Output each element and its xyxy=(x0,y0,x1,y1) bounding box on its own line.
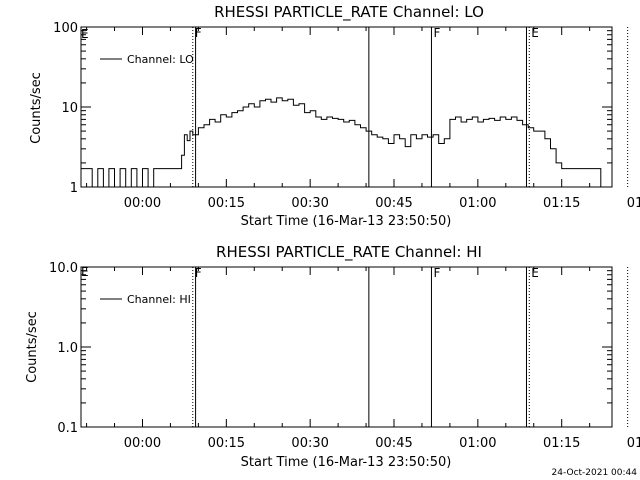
panel-lo-x-tick-label: 00:15 xyxy=(208,196,245,211)
panel-hi-event-marker-label: F xyxy=(195,266,202,280)
panel-lo-x-tick-label: 00:30 xyxy=(291,196,328,211)
panel-hi-y-axis-label: Counts/sec xyxy=(25,311,40,383)
panel-hi-x-tick-label: 01:00 xyxy=(459,436,496,451)
footer-timestamp: 24-Oct-2021 00:44 xyxy=(552,468,638,478)
panel-lo-x-tick-label: 01:15 xyxy=(543,196,580,211)
panel-hi-x-tick-label: 00:00 xyxy=(124,436,161,451)
panel-lo-x-tick-label: 00:45 xyxy=(375,196,412,211)
panel-hi-legend-label: Channel: HI xyxy=(127,293,191,306)
panel-hi-y-tick-label: 1.0 xyxy=(57,341,78,356)
panel-hi-y-tick-label: 10.0 xyxy=(49,261,78,276)
panel-hi-event-marker-label: F xyxy=(433,266,440,280)
panel-lo-x-tick-label: 01:30 xyxy=(627,196,640,211)
panel-hi: RHESSI PARTICLE_RATE Channel: HI Start T… xyxy=(25,243,640,470)
panel-hi-x-tick-label: 01:30 xyxy=(627,436,640,451)
panel-hi-x-tick-label: 01:15 xyxy=(543,436,580,451)
panel-hi-x-tick-label: 00:45 xyxy=(375,436,412,451)
panel-lo: RHESSI PARTICLE_RATE Channel: LO Start T… xyxy=(29,3,640,229)
panel-lo-x-tick-label: 01:00 xyxy=(459,196,496,211)
panel-lo-edge-label: E xyxy=(81,27,89,41)
panel-lo-y-axis-label: Counts/sec xyxy=(29,72,44,144)
panel-hi-y-tick-label: 0.1 xyxy=(57,421,78,436)
panel-lo-title: RHESSI PARTICLE_RATE Channel: LO xyxy=(214,3,484,22)
panel-lo-event-marker-label: F xyxy=(433,26,440,40)
panel-lo-event-marker-label: E xyxy=(531,26,539,40)
panel-lo-y-tick-label: 10 xyxy=(61,101,78,116)
panel-lo-legend-label: Channel: LO xyxy=(127,53,194,66)
panel-lo-series-line xyxy=(81,97,602,187)
panel-hi-x-axis-label: Start Time (16-Mar-13 23:50:50) xyxy=(241,455,452,470)
panel-lo-legend: Channel: LO xyxy=(100,53,194,66)
panel-hi-legend: Channel: HI xyxy=(100,293,191,306)
panel-lo-y-tick-label: 1 xyxy=(70,181,78,196)
panel-lo-event-marker-label: F xyxy=(195,26,202,40)
panel-lo-x-axis-label: Start Time (16-Mar-13 23:50:50) xyxy=(241,214,452,229)
panel-lo-y-tick-label: 100 xyxy=(53,21,78,36)
panel-lo-x-tick-label: 00:00 xyxy=(124,196,161,211)
panel-hi-x-tick-label: 00:30 xyxy=(291,436,328,451)
panel-hi-edge-label: E xyxy=(81,265,89,279)
panel-hi-event-marker-label: E xyxy=(531,266,539,280)
panel-hi-title: RHESSI PARTICLE_RATE Channel: HI xyxy=(216,243,482,262)
panel-hi-x-tick-label: 00:15 xyxy=(208,436,245,451)
